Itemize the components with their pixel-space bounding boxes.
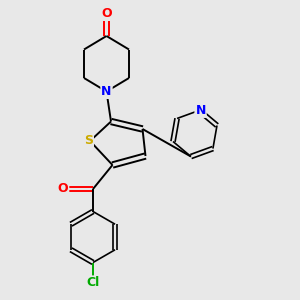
Text: N: N [101,85,112,98]
Text: O: O [101,7,112,20]
Text: O: O [58,182,68,196]
Text: Cl: Cl [86,276,100,290]
Text: N: N [195,104,206,117]
Text: S: S [84,134,93,148]
